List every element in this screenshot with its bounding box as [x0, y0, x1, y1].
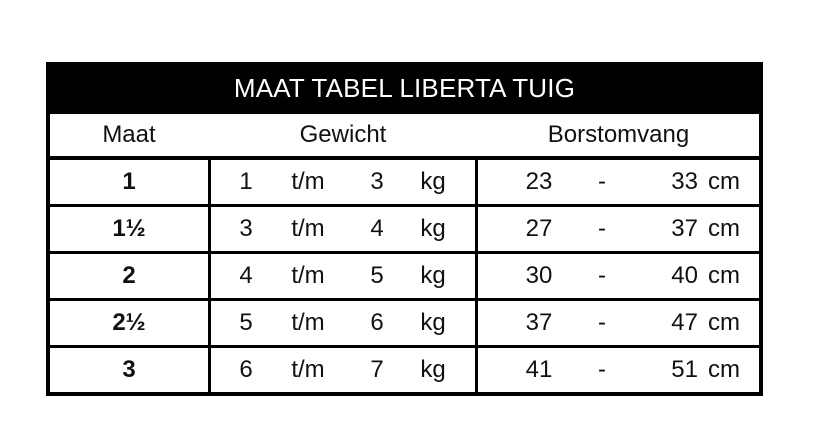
cell-maat: 2 [122, 262, 136, 289]
weight-separator: t/m [291, 309, 325, 336]
chest-max: 47 [671, 309, 698, 336]
column-header-gewicht: Gewicht [299, 121, 387, 148]
cell-maat: 1 [122, 168, 136, 195]
chest-separator: - [598, 215, 606, 242]
cell-borstomvang: 23 - 33 cm [478, 160, 768, 204]
cell-maat: 3 [122, 356, 136, 383]
cell-borstomvang: 41 - 51 cm [478, 348, 768, 392]
chest-max: 40 [671, 262, 698, 289]
cell-gewicht: 3 t/m 4 kg [208, 207, 478, 251]
chest-separator: - [598, 168, 606, 195]
cell-maat: 1½ [112, 215, 146, 242]
chest-min: 23 [525, 168, 553, 195]
weight-unit: kg [420, 356, 446, 383]
table-row: 1 1 t/m 3 kg 23 - 33 cm [50, 160, 759, 207]
weight-unit: kg [420, 262, 446, 289]
weight-separator: t/m [291, 168, 325, 195]
cell-maat: 2½ [112, 309, 146, 336]
cell-borstomvang: 37 - 47 cm [478, 301, 768, 345]
chest-unit: cm [708, 215, 740, 242]
chest-min: 37 [525, 309, 553, 336]
table-row: 1½ 3 t/m 4 kg 27 - 37 cm [50, 207, 759, 254]
weight-max: 3 [370, 168, 384, 195]
weight-max: 4 [370, 215, 384, 242]
cell-borstomvang: 30 - 40 cm [478, 254, 768, 298]
weight-unit: kg [420, 215, 446, 242]
weight-min: 1 [239, 168, 253, 195]
chest-max: 37 [671, 215, 698, 242]
weight-max: 6 [370, 309, 384, 336]
table-row: 2 4 t/m 5 kg 30 - 40 cm [50, 254, 759, 301]
column-header-borstomvang: Borstomvang [547, 121, 690, 148]
chest-separator: - [598, 309, 606, 336]
cell-gewicht: 1 t/m 3 kg [208, 160, 478, 204]
weight-min: 3 [239, 215, 253, 242]
chest-min: 30 [525, 262, 553, 289]
chest-min: 41 [525, 356, 553, 383]
chest-unit: cm [708, 262, 740, 289]
weight-min: 6 [239, 356, 253, 383]
table-row: 3 6 t/m 7 kg 41 - 51 cm [50, 348, 759, 392]
chest-max: 51 [671, 356, 698, 383]
column-header-maat: Maat [102, 121, 156, 148]
size-chart-table: MAAT TABEL LIBERTA TUIG Maat Gewicht Bor… [46, 62, 763, 396]
chest-separator: - [598, 262, 606, 289]
chest-separator: - [598, 356, 606, 383]
chest-min: 27 [525, 215, 553, 242]
chest-max: 33 [671, 168, 698, 195]
weight-unit: kg [420, 309, 446, 336]
weight-separator: t/m [291, 215, 325, 242]
table-title: MAAT TABEL LIBERTA TUIG [50, 66, 759, 110]
chest-unit: cm [708, 356, 740, 383]
cell-gewicht: 6 t/m 7 kg [208, 348, 478, 392]
cell-borstomvang: 27 - 37 cm [478, 207, 768, 251]
chest-unit: cm [708, 309, 740, 336]
weight-separator: t/m [291, 262, 325, 289]
weight-min: 5 [239, 309, 253, 336]
weight-max: 7 [370, 356, 384, 383]
weight-max: 5 [370, 262, 384, 289]
weight-unit: kg [420, 168, 446, 195]
chest-unit: cm [708, 168, 740, 195]
cell-gewicht: 4 t/m 5 kg [208, 254, 478, 298]
cell-gewicht: 5 t/m 6 kg [208, 301, 478, 345]
weight-min: 4 [239, 262, 253, 289]
table-header-row: Maat Gewicht Borstomvang [50, 110, 759, 160]
table-row: 2½ 5 t/m 6 kg 37 - 47 cm [50, 301, 759, 348]
weight-separator: t/m [291, 356, 325, 383]
